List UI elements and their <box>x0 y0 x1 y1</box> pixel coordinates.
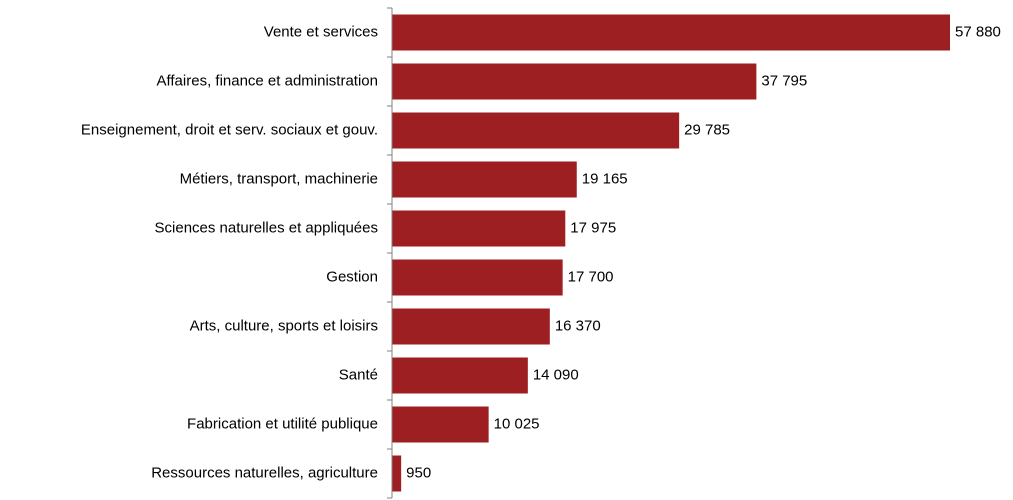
category-label: Affaires, finance et administration <box>156 72 378 89</box>
bar <box>392 357 528 394</box>
bar <box>392 112 680 149</box>
value-label: 29 785 <box>684 121 730 138</box>
category-axis-ticks <box>387 7 392 499</box>
bar <box>392 259 563 296</box>
category-label: Gestion <box>326 268 378 285</box>
bar <box>392 161 577 198</box>
value-label: 57 880 <box>955 23 1001 40</box>
bar <box>392 308 550 345</box>
category-label: Ressources naturelles, agriculture <box>151 464 378 481</box>
bar <box>392 406 489 443</box>
bar <box>392 210 566 247</box>
bar <box>392 14 950 51</box>
value-label: 10 025 <box>494 415 540 432</box>
value-label: 19 165 <box>582 170 628 187</box>
value-label: 950 <box>406 464 431 481</box>
value-label: 14 090 <box>533 366 579 383</box>
category-label: Fabrication et utilité publique <box>187 415 378 432</box>
bars-group <box>392 14 950 492</box>
bar <box>392 455 402 492</box>
value-labels-group: 57 880 37 795 29 785 19 165 17 975 17 700 16 3… <box>406 23 1001 481</box>
bar <box>392 63 757 100</box>
value-label: 37 795 <box>761 72 807 89</box>
value-label: 16 370 <box>555 317 601 334</box>
category-label: Sciences naturelles et appliquées <box>155 219 378 236</box>
category-label: Enseignement, droit et serv. sociaux et … <box>81 121 378 138</box>
value-label: 17 975 <box>570 219 616 236</box>
category-label: Métiers, transport, machinerie <box>180 170 378 187</box>
category-label: Vente et services <box>264 23 378 40</box>
value-label: 17 700 <box>568 268 614 285</box>
category-labels-group: Vente et services Affaires, finance et ad… <box>81 23 378 481</box>
category-label: Santé <box>339 366 378 383</box>
category-label: Arts, culture, sports et loisirs <box>190 317 378 334</box>
